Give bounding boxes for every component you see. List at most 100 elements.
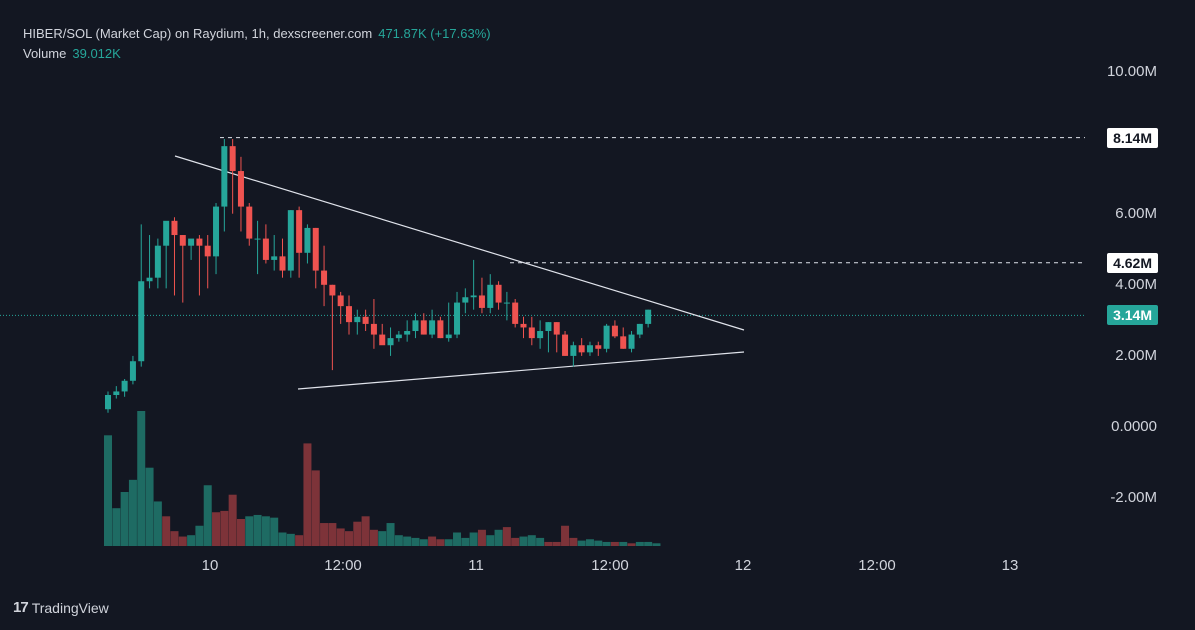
candle-body — [520, 323, 527, 328]
candle-body — [603, 325, 610, 349]
candle-body — [445, 334, 452, 339]
volume-bar — [536, 537, 545, 546]
volume-bar — [303, 443, 312, 546]
volume-bar — [311, 470, 320, 546]
volume-bar — [619, 541, 628, 546]
candle-body — [545, 322, 552, 332]
volume-bar — [403, 536, 412, 546]
candle-body — [138, 281, 145, 362]
candle-body — [429, 320, 436, 335]
candle-body — [586, 345, 593, 353]
candle-body — [337, 295, 344, 307]
y-axis-label: -2.00M — [1110, 489, 1157, 506]
candle-body — [237, 171, 244, 207]
x-axis-label: 12:00 — [591, 557, 629, 574]
volume-label[interactable]: Volume — [23, 46, 67, 61]
volume-bar — [270, 517, 279, 546]
volume-bar — [328, 523, 337, 546]
candle-body — [420, 320, 427, 335]
candle-body — [312, 227, 319, 271]
tradingview-logo[interactable]: 17 TradingView — [13, 599, 109, 616]
candle-body — [537, 331, 544, 339]
candle-body — [636, 323, 643, 335]
candle-body — [229, 146, 236, 172]
volume-bar — [344, 531, 353, 546]
candle-body — [412, 320, 419, 332]
volume-bar — [153, 501, 162, 546]
volume-bar — [419, 539, 428, 546]
volume-bar — [511, 537, 520, 546]
last-value: 471.87K (+17.63%) — [378, 26, 491, 41]
volume-bar — [502, 527, 511, 546]
candle-body — [279, 256, 286, 271]
candle-body — [146, 277, 153, 282]
candle-body — [553, 322, 560, 335]
volume-bar — [220, 510, 229, 546]
volume-value: 39.012K — [72, 46, 121, 61]
candle-body — [512, 302, 519, 324]
volume-bar — [469, 532, 478, 546]
candle-body — [221, 146, 228, 207]
candle-body — [204, 245, 211, 257]
candle-body — [287, 210, 294, 271]
volume-bar — [644, 541, 653, 546]
upper-trendline — [174, 155, 745, 331]
candle-body — [379, 334, 386, 346]
candle-body — [495, 284, 502, 303]
volume-bar — [228, 494, 237, 546]
candle-body — [354, 316, 361, 323]
tradingview-logo-icon: 17 — [13, 599, 29, 616]
volume-bar — [610, 541, 619, 546]
volume-bar — [652, 543, 661, 546]
candle-body — [611, 325, 618, 337]
volume-bar — [295, 535, 304, 546]
candle-body — [213, 206, 220, 257]
volume-bar — [602, 541, 611, 546]
volume-bar — [162, 516, 171, 546]
candle-body — [163, 220, 170, 246]
candle-body — [487, 284, 494, 308]
volume-bar — [544, 541, 553, 546]
candle-body — [370, 323, 377, 335]
candle-body — [296, 210, 303, 253]
volume-bar — [585, 539, 594, 546]
chart-legend: HIBER/SOL (Market Cap) on Raydium, 1h, d… — [23, 24, 491, 64]
candle-body — [329, 284, 336, 296]
candle-body — [362, 316, 369, 324]
volume-bar — [519, 536, 528, 546]
volume-bar — [552, 541, 561, 546]
volume-bar — [286, 533, 295, 546]
candle-body — [437, 320, 444, 339]
tradingview-name: TradingView — [31, 599, 109, 616]
symbol-title[interactable]: HIBER/SOL (Market Cap) on Raydium, 1h, d… — [23, 26, 373, 41]
volume-bar — [436, 539, 445, 546]
candle-body — [321, 270, 328, 285]
x-axis-label: 11 — [468, 557, 484, 574]
candle-body — [395, 334, 402, 339]
candle-body — [304, 227, 311, 253]
candle-body — [462, 297, 469, 303]
volume-bar — [187, 535, 196, 546]
candle-body — [454, 302, 461, 335]
candle-body — [271, 256, 278, 260]
volume-bar — [369, 529, 378, 546]
volume-bar — [627, 543, 636, 546]
candle-body — [503, 302, 510, 304]
candle-body — [387, 338, 394, 346]
candle-body — [188, 238, 195, 246]
volume-bar — [195, 525, 204, 546]
volume-bar — [444, 539, 453, 546]
volume-bar — [336, 528, 345, 546]
candle-body — [595, 345, 602, 349]
volume-bar — [477, 529, 486, 546]
volume-bar — [411, 537, 420, 546]
volume-bar — [378, 531, 387, 546]
candle-body — [528, 327, 535, 339]
volume-bar — [461, 537, 470, 546]
candle-body — [179, 235, 186, 246]
candle-body — [470, 295, 477, 298]
x-axis-label: 12:00 — [858, 557, 896, 574]
volume-bar — [120, 492, 129, 546]
volume-bar — [594, 540, 603, 546]
